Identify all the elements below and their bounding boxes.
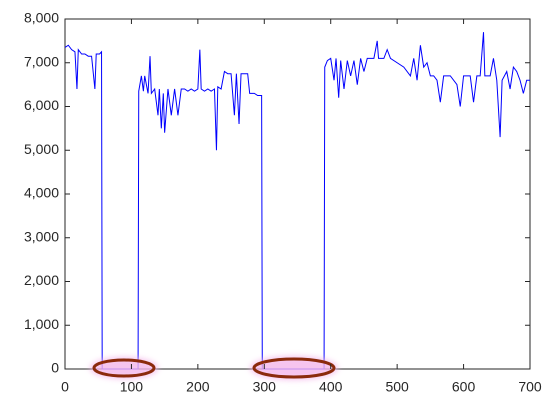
highlight-ellipse: [92, 358, 156, 378]
y-tick-label: 6,000: [24, 97, 59, 113]
y-tick-label: 2,000: [24, 272, 59, 288]
highlight-glow: [250, 356, 338, 380]
y-tick-label: 4,000: [24, 185, 59, 201]
y-tick-label: 3,000: [24, 228, 59, 244]
x-tick-label: 500: [385, 379, 409, 395]
data-line: [64, 32, 530, 370]
highlight-ellipse: [252, 357, 336, 379]
x-tick-label: 200: [186, 379, 210, 395]
y-tick-label: 0: [51, 360, 59, 376]
y-tick-label: 7,000: [24, 53, 59, 69]
x-tick-label: 400: [319, 379, 343, 395]
x-tick-label: 600: [452, 379, 476, 395]
plot-frame: [64, 18, 531, 370]
x-tick-label: 300: [253, 379, 277, 395]
x-tick-label: 700: [518, 379, 542, 395]
y-tick-label: 1,000: [24, 316, 59, 332]
y-tick-label: 5,000: [24, 141, 59, 157]
y-tick-label: 8,000: [24, 10, 59, 26]
x-tick-label: 100: [120, 379, 144, 395]
x-tick-label: 0: [61, 379, 69, 395]
